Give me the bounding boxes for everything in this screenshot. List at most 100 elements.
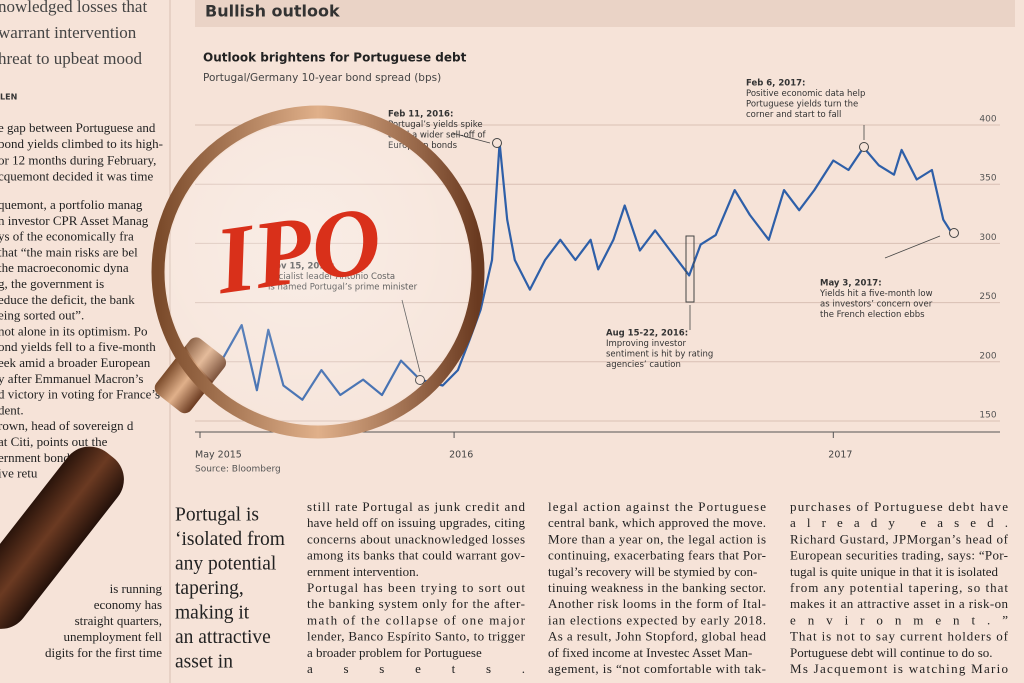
body-line: makes it an attractive asset in a risk-o…: [790, 596, 1009, 611]
body-line: g, the government is: [0, 276, 104, 291]
body-line: lender, Banco Espírito Santo, to trigger: [307, 629, 526, 644]
body-line: d victory in voting for France’s: [0, 387, 160, 402]
x-tick-label: May 2015: [195, 450, 242, 461]
body-line: ian elections expected by early 2018.: [548, 612, 766, 627]
body-line: tugal is quite unique in that it is isol…: [790, 564, 998, 579]
annotation-bracket: [685, 235, 695, 303]
body-line: unemployment fell: [63, 629, 162, 644]
annotation-text: Positive economic data help: [746, 89, 865, 99]
body-line: quemont, a portfolio manag: [0, 197, 143, 212]
headline-fragment: hreat to upbeat mood: [0, 49, 142, 68]
annotation-text: corner and start to fall: [746, 110, 841, 120]
annotation-text: Aug 15-22, 2016:: [606, 329, 688, 339]
annotation-text: amid a wider sell-off of: [388, 131, 487, 141]
annotation-leader: [451, 132, 491, 144]
body-line: As a result, John Stopford, global head: [548, 629, 767, 644]
body-line: not alone in its optimism. Po: [0, 323, 148, 338]
lens-text: IPO: [208, 185, 388, 314]
magnifier: IPO: [0, 105, 485, 629]
y-tick-label: 350: [979, 174, 996, 184]
body-line: ive retu: [0, 466, 38, 481]
body-line: ys of the economically fra: [0, 229, 134, 244]
body-line: educe the deficit, the bank: [0, 292, 135, 307]
body-line: eing sorted out”.: [0, 308, 84, 323]
body-line: Portugal has been trying to sort out: [307, 580, 525, 595]
body-line: tinuing weakness in the banking sector.: [548, 580, 766, 595]
body-line: agement, is “not comfortable with tak-: [548, 661, 766, 676]
y-tick-label: 400: [979, 115, 996, 125]
body-line: still rate Portugal as junk credit and: [307, 499, 526, 514]
body-line: bond yields climbed to its high-: [0, 136, 163, 151]
annotation-text: the French election ebbs: [820, 310, 925, 320]
body-line: Richard Gustard, JPMorgan’s head of: [790, 531, 1009, 546]
body-line: European securities trading, says: “Por-: [790, 548, 1008, 563]
source: Source: Bloomberg: [195, 465, 281, 475]
section-bar: [195, 0, 1015, 27]
annotation-marker: [949, 228, 959, 238]
pull-quote: any potential: [175, 553, 277, 574]
body-line: ond yields fell to a five-month: [0, 339, 156, 354]
body-line: a broader problem for Portuguese: [307, 645, 482, 660]
y-tick-label: 200: [979, 351, 996, 361]
body-line: ernment bond: [0, 450, 70, 465]
body-line: digits for the first time: [45, 645, 162, 660]
chart-title: Outlook brightens for Portuguese debt: [203, 51, 467, 65]
body-line: that “the main risks are bel: [0, 244, 138, 259]
pull-quote: tapering,: [175, 578, 244, 599]
body-line: economy has: [94, 597, 162, 612]
annotation-text: May 3, 2017:: [820, 279, 882, 289]
headline-fragment: warrant intervention: [0, 23, 137, 42]
body-line: eek amid a broader European: [0, 355, 151, 370]
pull-quote: Portugal is: [175, 504, 259, 525]
body-line: y after Emmanuel Macron’s: [0, 371, 143, 386]
body-line: the macroeconomic dyna: [0, 260, 129, 275]
pull-quote: asset in: [175, 651, 233, 672]
body-line: straight quarters,: [75, 613, 162, 628]
body-line: e gap between Portuguese and: [0, 120, 156, 135]
body-line: tugal’s recovery will be stymied by con-: [548, 564, 757, 579]
handle: [0, 446, 124, 629]
annotation-text: as investors’ concern over: [820, 300, 933, 310]
body-line: continuing, exacerbating fears that Por-: [548, 548, 766, 563]
body-line: or 12 months during February,: [0, 152, 156, 167]
body-line: among its banks that could warrant gov-: [307, 548, 525, 563]
annotation-leader: [884, 235, 941, 259]
pull-quote: making it: [175, 602, 250, 623]
pull-quote: ‘isolated from: [175, 529, 285, 550]
body-line: cquemont decided it was time: [0, 169, 153, 184]
body-line: More than a year on, the legal action is: [548, 531, 766, 546]
body-line: purchases of Portuguese debt have: [790, 499, 1008, 514]
byline: LEN: [0, 93, 17, 102]
chart-subtitle: Portugal/Germany 10-year bond spread (bp…: [203, 72, 441, 84]
pull-quote: an attractive: [175, 627, 271, 648]
annotation-text: Improving investor: [606, 339, 687, 349]
body-line: That is not to say current holders of: [790, 629, 1009, 644]
annotation-marker: [492, 138, 502, 148]
body-line: at Citi, points out the: [0, 434, 108, 449]
body-line: Ms Jacquemont is watching Mario: [790, 661, 1008, 676]
annotation-text: Portugal’s yields spike: [388, 120, 483, 130]
y-tick-label: 150: [979, 411, 996, 421]
body-line: rown, head of sovereign d: [0, 418, 134, 433]
y-tick-label: 300: [979, 233, 996, 243]
lens-rim: [151, 105, 485, 439]
body-line: legal action against the Portuguese: [548, 499, 766, 514]
body-line: dent.: [0, 402, 24, 417]
body-line: central bank, which approved the move.: [548, 515, 766, 530]
body-line: Another risk looms in the form of Ital-: [548, 596, 766, 611]
annotation-marker: [859, 142, 869, 152]
body-line: of fixed income at Investec Asset Man-: [548, 645, 752, 660]
body-line: n investor CPR Asset Manag: [0, 213, 149, 228]
body-line: concerns about unacknowledged losses: [307, 531, 525, 546]
body-line: ernment intervention.: [307, 564, 419, 579]
annotation-text: Portuguese yields turn the: [746, 100, 858, 110]
body-line: Portuguese debt will continue to do so.: [790, 645, 993, 660]
body-line: have held off on issuing upgrades, citin…: [307, 515, 526, 530]
annotation-text: Feb 11, 2016:: [388, 110, 453, 120]
y-tick-label: 250: [979, 292, 996, 302]
annotation-text: Yields hit a five-month low: [819, 289, 933, 299]
lens: [166, 120, 470, 424]
body-line: is running: [110, 581, 163, 596]
